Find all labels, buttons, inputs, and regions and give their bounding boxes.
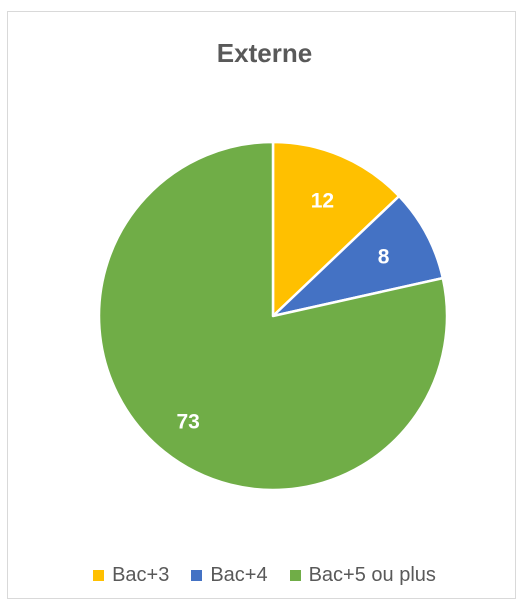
legend-item-bac4: Bac+4 <box>191 564 268 587</box>
data-label-0: 12 <box>311 189 334 212</box>
legend-item-bac3: Bac+3 <box>93 564 169 587</box>
legend-swatch-bac5 <box>289 570 301 581</box>
legend-label-bac3: Bac+3 <box>112 564 170 586</box>
legend-swatch-bac4 <box>191 570 203 581</box>
data-label-1: 8 <box>378 246 390 269</box>
legend-swatch-bac3 <box>93 570 105 581</box>
pie-slice-2 <box>97 140 449 492</box>
pie-data-labels: 12 8 73 <box>176 189 389 433</box>
pie-slices <box>97 140 449 492</box>
data-label-2: 73 <box>176 410 199 433</box>
legend-item-bac5: Bac+5 ou plus <box>289 564 436 587</box>
pie-slice-1 <box>271 194 445 318</box>
pie-slice-0 <box>271 140 401 318</box>
legend-label-bac4: Bac+4 <box>210 564 268 586</box>
legend: Bac+3 Bac+4 Bac+5 ou plus <box>0 564 529 587</box>
chart-title: Externe <box>216 38 313 68</box>
legend-label-bac5: Bac+5 ou plus <box>308 564 436 586</box>
